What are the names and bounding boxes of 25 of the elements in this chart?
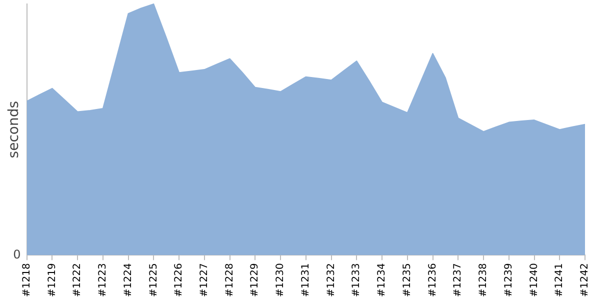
- x-tick-label: #1234: [376, 263, 388, 297]
- x-tick-label: #1222: [72, 263, 84, 297]
- x-tick-label: #1219: [46, 263, 58, 297]
- x-tick-label: #1229: [250, 263, 261, 297]
- text: 0: [13, 247, 21, 262]
- x-tick-label: #1225: [148, 263, 160, 297]
- x-tick-label: #1231: [300, 263, 312, 297]
- x-tick-label: #1238: [478, 263, 490, 297]
- x-tick-label: #1239: [503, 263, 514, 297]
- x-tick-label: #1227: [199, 263, 210, 297]
- x-tick-label: #1240: [528, 263, 540, 297]
- x-tick-label: #1236: [427, 263, 438, 297]
- x-tick-label: #1237: [452, 263, 464, 297]
- x-tick-label: #1241: [554, 263, 566, 297]
- x-tick-label: #1242: [580, 263, 591, 297]
- x-tick-label: #1228: [224, 263, 236, 297]
- x-tick-label: #1226: [174, 263, 185, 297]
- x-tick-label: #1224: [122, 263, 134, 297]
- x-tick-label: #1232: [326, 263, 337, 297]
- x-tick-label: #1223: [98, 263, 109, 297]
- x-tick-label: #1235: [402, 263, 413, 297]
- x-tick-label: #1218: [21, 263, 32, 297]
- x-tick-label: #1230: [275, 263, 286, 297]
- y-axis-title: seconds: [6, 100, 22, 158]
- x-tick-label: #1233: [351, 263, 362, 297]
